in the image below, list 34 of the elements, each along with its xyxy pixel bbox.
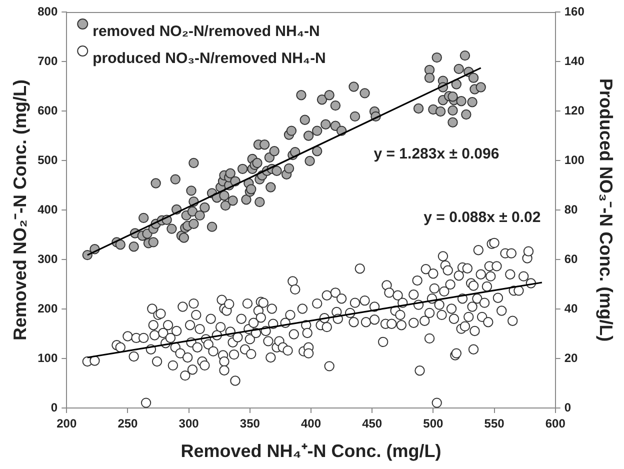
y-tick-label: 0 bbox=[50, 400, 58, 414]
y2-tick-label: 80 bbox=[564, 202, 578, 216]
annotation: y = 1.283x ± 0.096 bbox=[374, 146, 500, 163]
y2-tick-label: 40 bbox=[564, 301, 578, 316]
y2-tick-label: 160 bbox=[564, 4, 585, 18]
x-tick-label: 500 bbox=[423, 416, 444, 431]
y-tick-label: 400 bbox=[38, 202, 58, 216]
x-tick-label: 550 bbox=[484, 416, 505, 431]
x-tick-label: 400 bbox=[300, 416, 322, 431]
x-tick-label: 600 bbox=[545, 416, 566, 431]
y2-tick-label: 60 bbox=[564, 252, 578, 266]
y-tick-label: 200 bbox=[38, 301, 58, 316]
x-tick-label: 300 bbox=[178, 416, 200, 431]
y2-tick-label: 120 bbox=[564, 103, 585, 118]
y2-axis-title: Produced NO₃⁻-N Conc. (mg/L) bbox=[596, 78, 616, 342]
legend-label: produced NO₃-N/removed NH₄-N bbox=[92, 50, 326, 68]
y-tick-label: 500 bbox=[38, 152, 58, 167]
x-tick-label: 200 bbox=[56, 416, 77, 431]
y-tick-label: 800 bbox=[38, 4, 58, 18]
y-tick-label: 600 bbox=[38, 103, 58, 118]
x-tick-label: 250 bbox=[118, 416, 138, 431]
y2-tick-label: 0 bbox=[564, 400, 572, 414]
x-axis-title: Removed NH₄⁺-N Conc. (mg/L) bbox=[180, 441, 442, 462]
y2-tick-label: 20 bbox=[564, 350, 578, 365]
x-tick-label: 450 bbox=[362, 416, 382, 431]
x-tick-label: 350 bbox=[240, 416, 260, 431]
y-tick-label: 300 bbox=[38, 252, 58, 266]
annotation: y = 0.088x ± 0.02 bbox=[424, 209, 541, 226]
y-tick-label: 700 bbox=[38, 54, 58, 68]
y2-tick-label: 100 bbox=[564, 152, 585, 167]
legend-label: removed NO₂-N/removed NH₄-N bbox=[92, 23, 320, 40]
y-axis-title: Removed NO₂⁻-N Conc. (mg/L) bbox=[10, 79, 30, 341]
y-tick-label: 100 bbox=[38, 350, 58, 365]
y2-tick-label: 140 bbox=[564, 54, 585, 68]
